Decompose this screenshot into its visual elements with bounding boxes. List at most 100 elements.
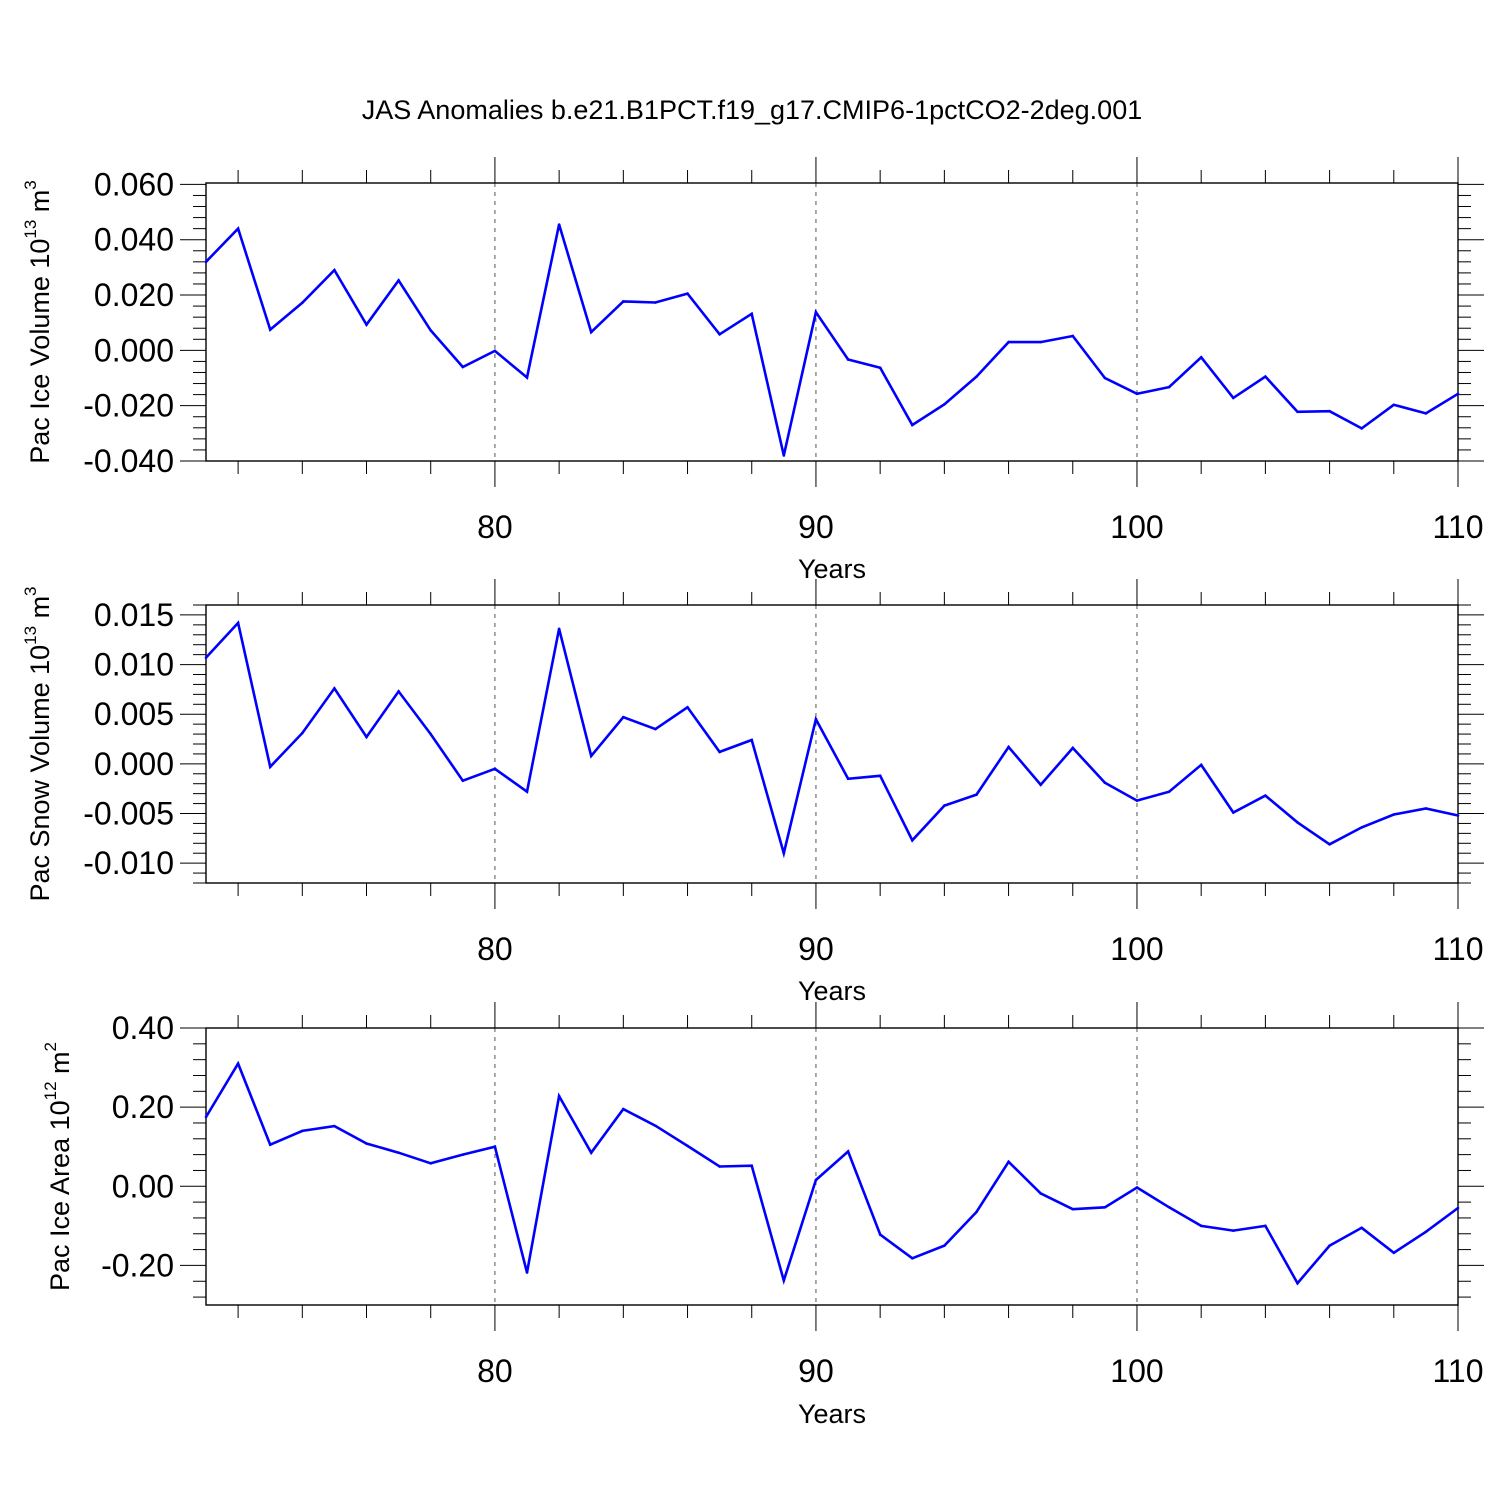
data-point	[204, 1115, 208, 1119]
x-tick-label: 110	[1432, 931, 1483, 967]
data-point	[493, 767, 497, 771]
data-point	[1039, 1192, 1042, 1195]
series-line	[205, 620, 1459, 859]
y-axis-label: Pac Snow Volume 1013 m3	[21, 586, 55, 901]
data-point	[333, 268, 336, 272]
plot-frame	[205, 182, 1459, 462]
x-tick-label: 80	[477, 509, 513, 545]
data-point	[1392, 403, 1396, 407]
data-point	[1424, 412, 1428, 415]
data-point	[525, 376, 529, 379]
y-tick-label: 0.005	[94, 696, 174, 732]
data-point	[1328, 409, 1331, 413]
data-point	[686, 705, 689, 709]
data-point	[846, 777, 850, 781]
data-point	[1071, 334, 1075, 338]
data-point	[268, 328, 272, 331]
data-point	[525, 1271, 529, 1274]
data-point	[1231, 1229, 1235, 1232]
data-point	[782, 851, 786, 855]
panels-group: -0.040 -0.020 0.000 0.020 0.040 0.060 80 90 100 1…	[21, 157, 1484, 1429]
y-tick-label: -0.020	[83, 388, 174, 424]
data-point	[782, 1279, 786, 1282]
data-point	[750, 1164, 754, 1168]
data-point	[1007, 745, 1010, 749]
x-axis-label: Years	[798, 1399, 866, 1429]
data-point	[429, 1162, 433, 1165]
data-point	[1071, 746, 1075, 750]
chart-title: JAS Anomalies b.e21.B1PCT.f19_g17.CMIP6-…	[362, 95, 1142, 125]
data-point	[846, 358, 850, 361]
x-tick-label: 80	[477, 1353, 513, 1389]
data-point	[654, 727, 657, 731]
data-point	[878, 1233, 882, 1236]
data-point	[204, 260, 208, 264]
data-point	[1199, 1224, 1203, 1228]
data-point	[365, 323, 368, 326]
data-point	[1103, 1205, 1107, 1209]
data-point	[236, 227, 240, 230]
data-point	[557, 627, 561, 631]
data-point	[718, 333, 721, 336]
data-point	[622, 1107, 625, 1111]
data-point	[525, 790, 529, 793]
data-point	[589, 754, 593, 758]
y-tick-label: 0.40	[112, 1010, 174, 1046]
data-point	[1199, 355, 1203, 359]
data-point	[1264, 794, 1267, 797]
data-point	[878, 366, 882, 370]
y-axis-label: Pac Ice Volume 1013 m3	[21, 180, 55, 464]
series-line	[205, 224, 1459, 456]
data-point	[1199, 763, 1203, 767]
data-point	[943, 402, 946, 406]
data-point	[718, 750, 721, 754]
data-point	[1103, 376, 1107, 380]
y-tick-label: -0.040	[83, 443, 174, 479]
data-point	[718, 1165, 721, 1168]
data-point	[493, 349, 497, 353]
y-tick-label: -0.010	[83, 845, 174, 881]
data-point	[975, 1210, 978, 1214]
data-point	[236, 1062, 240, 1065]
data-point	[1039, 340, 1042, 344]
x-tick-label: 100	[1110, 509, 1163, 545]
data-point	[943, 804, 946, 807]
data-point	[1392, 813, 1396, 816]
data-point	[814, 717, 818, 721]
data-point	[1360, 427, 1363, 430]
data-point	[1392, 1251, 1396, 1255]
data-point	[622, 715, 625, 719]
data-point	[301, 731, 304, 735]
data-point	[686, 1144, 689, 1148]
data-point	[1039, 783, 1042, 787]
data-point	[1296, 1281, 1299, 1285]
data-point	[654, 1124, 657, 1128]
data-point	[1167, 790, 1171, 793]
x-tick-label: 100	[1110, 1353, 1163, 1389]
data-point	[397, 690, 400, 693]
data-point	[236, 621, 240, 625]
y-axis-label: Pac Ice Area 1012 m2	[41, 1042, 75, 1291]
data-point	[1424, 1230, 1428, 1234]
x-tick-label: 90	[798, 1353, 834, 1389]
data-point	[365, 735, 368, 739]
y-tick-label: 0.010	[94, 647, 174, 683]
data-point	[365, 1142, 368, 1145]
data-point	[1264, 375, 1267, 378]
data-point	[975, 375, 978, 378]
data-point	[814, 1178, 818, 1182]
panel-1: -0.040 -0.020 0.000 0.020 0.040 0.060 80 90 100 1…	[21, 157, 1484, 584]
x-tick-label: 110	[1432, 1353, 1483, 1389]
x-tick-label: 90	[798, 509, 834, 545]
y-tick-label: 0.040	[94, 222, 174, 258]
x-axis-label: Years	[798, 976, 866, 1006]
data-point	[1071, 1207, 1075, 1211]
x-tick-label: 80	[477, 931, 513, 967]
data-point	[750, 312, 754, 316]
data-point	[557, 1094, 561, 1098]
series-line	[204, 1060, 1459, 1286]
data-point	[1135, 1186, 1139, 1189]
y-tick-label: 0.060	[94, 166, 174, 202]
data-point	[1328, 842, 1331, 846]
y-tick-label: 0.000	[94, 332, 174, 368]
